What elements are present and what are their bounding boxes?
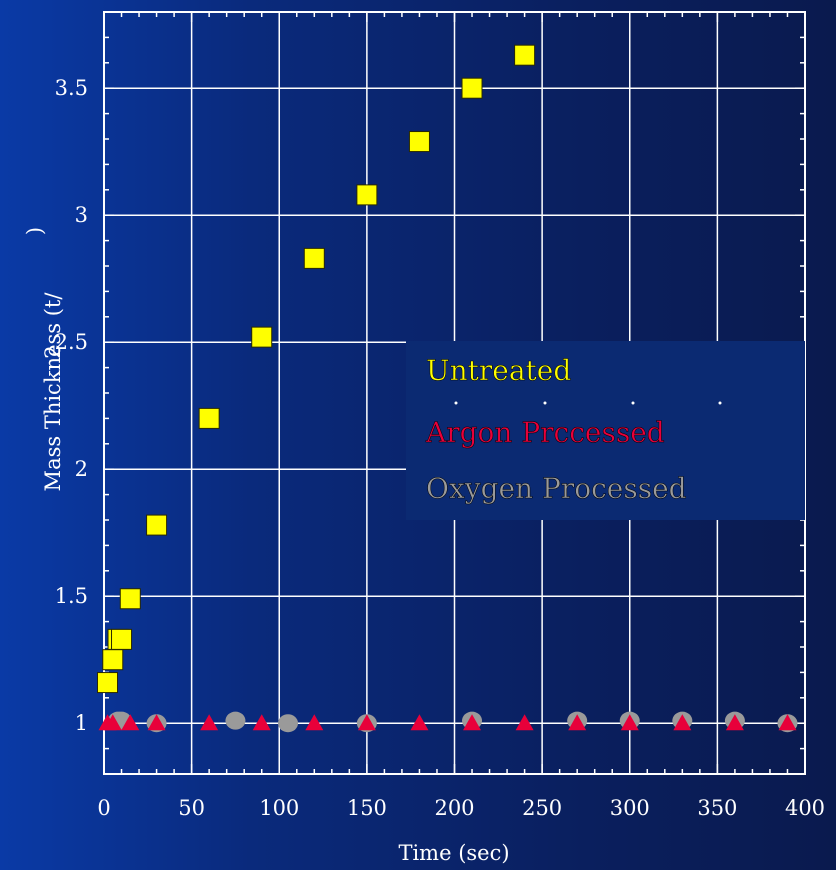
point-untreated — [97, 672, 119, 694]
x-tick-label: 350 — [697, 796, 737, 820]
point-untreated — [146, 514, 168, 536]
legend-dot — [454, 401, 458, 405]
y-axis-title-close-paren: ) — [23, 227, 47, 235]
y-tick-label: 1 — [75, 711, 88, 735]
legend: Untreated Argon Prccessed Oxygen Process… — [406, 341, 805, 520]
point-untreated — [461, 77, 483, 99]
point-untreated — [408, 131, 430, 153]
x-tick-label: 200 — [434, 796, 474, 820]
y-tick-label: 2 — [75, 457, 88, 481]
point-untreated — [514, 44, 536, 66]
legend-box — [406, 341, 805, 520]
legend-dot — [543, 401, 547, 405]
point-argon — [252, 714, 271, 731]
x-tick-label: 250 — [522, 796, 562, 820]
y-tick-label: 3 — [75, 203, 88, 227]
legend-entry-oxygen: Oxygen Processed — [426, 472, 687, 505]
point-untreated — [102, 649, 124, 671]
point-untreated — [356, 184, 378, 206]
point-argon — [147, 714, 166, 731]
point-argon — [725, 714, 744, 731]
point-argon — [103, 714, 122, 731]
point-untreated — [198, 407, 220, 429]
legend-entry-untreated: Untreated — [426, 354, 571, 387]
point-argon — [673, 714, 692, 731]
legend-dots — [454, 401, 722, 405]
x-tick-label: 300 — [610, 796, 650, 820]
point-argon — [515, 714, 534, 731]
y-axis-title: Mass Thickness (t/ — [41, 292, 65, 492]
point-argon — [620, 714, 639, 731]
x-tick-label: 0 — [97, 796, 110, 820]
point-untreated — [251, 326, 273, 348]
point-untreated — [303, 247, 325, 269]
legend-dot — [718, 401, 722, 405]
point-oxygen — [278, 714, 299, 733]
x-tick-label: 400 — [785, 796, 825, 820]
y-tick-label: 3.5 — [55, 76, 88, 100]
legend-entry-argon: Argon Prccessed — [425, 416, 665, 449]
point-untreated — [111, 628, 133, 650]
point-argon — [463, 714, 482, 731]
point-argon — [778, 714, 797, 731]
point-argon — [357, 714, 376, 731]
legend-dot — [631, 401, 635, 405]
point-oxygen — [225, 711, 246, 730]
point-argon — [121, 714, 140, 731]
point-argon — [410, 714, 429, 731]
data-points — [97, 44, 798, 733]
point-untreated — [119, 588, 141, 610]
y-tick-labels: 1 1.5 2 2.5 3 3.5 — [55, 76, 88, 735]
point-argon — [568, 714, 587, 731]
y-tick-label: 1.5 — [55, 584, 88, 608]
x-tick-label: 50 — [178, 796, 205, 820]
point-argon — [200, 714, 219, 731]
x-tick-label: 150 — [347, 796, 387, 820]
y-axis-title-superscript: 2 — [41, 345, 65, 358]
y-tick-label: 2.5 — [55, 330, 88, 354]
x-axis-title: Time (sec) — [398, 841, 509, 865]
point-argon — [305, 714, 324, 731]
x-tick-labels: 0 50 100 150 200 250 300 350 400 — [97, 796, 825, 820]
x-tick-label: 100 — [259, 796, 299, 820]
